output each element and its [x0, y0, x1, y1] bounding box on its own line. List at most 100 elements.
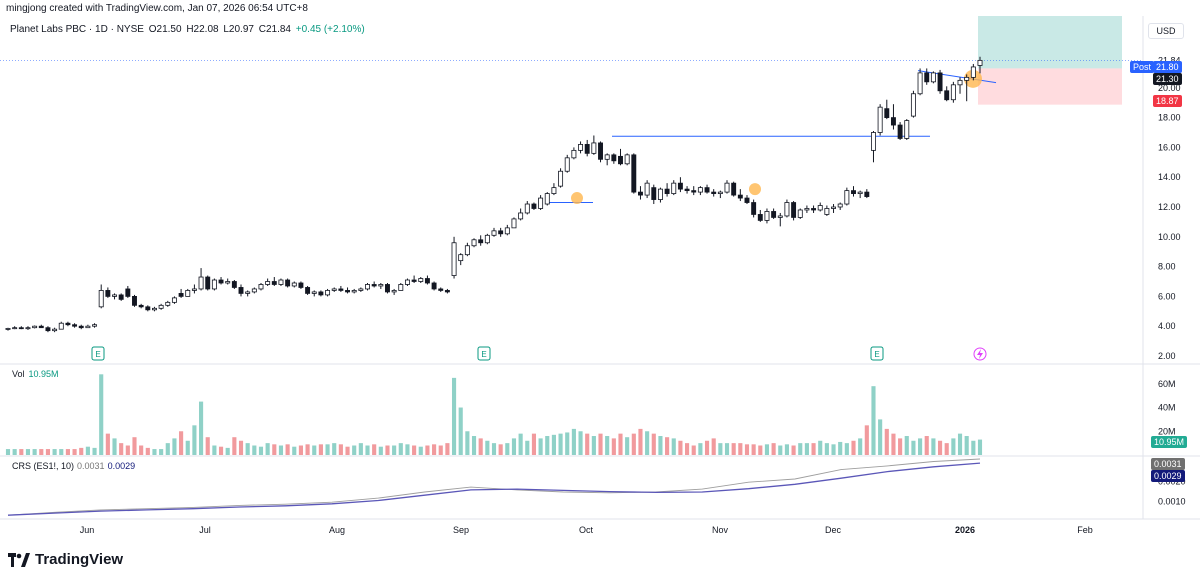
volume-bar [704, 440, 710, 455]
volume-bar [471, 436, 477, 455]
candle-body [178, 293, 184, 297]
candle-body [824, 208, 830, 215]
lightning-glyph [977, 349, 983, 359]
volume-bar [571, 428, 576, 455]
candle-body [704, 187, 710, 193]
candle-body [125, 288, 131, 297]
ohlc-close: C21.84 [258, 24, 291, 35]
candle-body [338, 288, 344, 291]
candle-body [138, 304, 144, 308]
crs-legend-value-a: 0.0031 [77, 461, 105, 471]
highlight-marker [571, 192, 583, 205]
crs-axis-tick: 0.0010 [1158, 497, 1186, 507]
volume-bar [278, 445, 284, 455]
candle-body [318, 291, 324, 296]
volume-bar [891, 433, 896, 455]
volume-bar [458, 407, 463, 455]
price-axis-tick: 2.00 [1158, 351, 1176, 361]
candle-body [12, 327, 18, 330]
volume-bar [119, 443, 124, 455]
volume-bar [418, 446, 423, 455]
candle-body [58, 322, 64, 330]
volume-bar [918, 438, 923, 455]
volume-bar [225, 447, 230, 455]
volume-bar [578, 431, 583, 455]
volume-bar [398, 443, 403, 455]
volume-bar [238, 440, 244, 455]
volume-bar [551, 434, 556, 455]
volume-bar [931, 438, 936, 455]
symbol-legend: Planet Labs PBC · 1D · NYSE O21.50 H22.0… [10, 24, 367, 35]
candle-body [531, 203, 537, 209]
candle-body [584, 144, 590, 154]
volume-bar [465, 431, 470, 455]
candle-body [411, 279, 417, 282]
volume-bar [778, 445, 783, 455]
candle-body [791, 202, 797, 218]
candle-body [191, 288, 197, 291]
post-price-tag: 21.80 [1153, 61, 1182, 73]
volume-bar [518, 433, 523, 455]
candle-body [924, 72, 930, 83]
candle-body [152, 307, 157, 311]
candle-body [564, 157, 570, 172]
volume-bar [392, 445, 397, 455]
candle-body [504, 227, 510, 235]
candle-body [92, 324, 98, 327]
position-target-zone [978, 16, 1122, 69]
candle-body [385, 284, 390, 293]
volume-bar [445, 443, 450, 455]
volume-bar [425, 445, 430, 455]
candle-body [298, 282, 304, 288]
volume-bar [451, 377, 457, 455]
candle-body [571, 149, 577, 159]
candle-body [764, 211, 770, 221]
volume-bar [298, 445, 303, 455]
volume-bar [538, 438, 543, 455]
volume-bar [585, 433, 590, 455]
candle-body [398, 284, 404, 291]
volume-bar [265, 443, 270, 455]
candle-body [471, 239, 477, 247]
volume-bar [691, 445, 696, 455]
candle-body [651, 187, 657, 200]
volume-bar [685, 443, 690, 455]
volume-bar [305, 444, 310, 455]
candle-body [5, 328, 11, 330]
volume-bar [318, 444, 323, 455]
candle-body [831, 206, 836, 209]
candle-body [638, 191, 643, 196]
candle-body [331, 288, 337, 291]
chart-header-credit: mingjong created with TradingView.com, J… [6, 3, 308, 14]
candle-body [731, 182, 737, 196]
volume-bar [212, 445, 217, 455]
candle-body [871, 132, 876, 151]
candle-body [245, 291, 251, 294]
candle-body [837, 203, 843, 208]
currency-button[interactable]: USD [1148, 23, 1184, 39]
volume-bar [964, 436, 969, 455]
candle-body [38, 325, 44, 329]
volume-bar [898, 438, 903, 455]
candle-body [231, 281, 237, 288]
volume-bar [139, 445, 144, 455]
candle-body [657, 188, 663, 200]
volume-bar [565, 432, 570, 455]
volume-bar [179, 431, 184, 455]
volume-bar [25, 449, 31, 455]
crs-tag-a: 0.0031 [1151, 458, 1185, 470]
volume-axis-tick: 20M [1158, 426, 1176, 436]
candle-body [291, 282, 297, 287]
candle-body [205, 276, 211, 290]
candle-body [444, 290, 450, 293]
candle-body [198, 276, 204, 290]
volume-label: Vol [12, 369, 25, 379]
time-axis-label: Oct [579, 525, 594, 535]
candle-body [771, 211, 777, 218]
volume-bar [531, 433, 537, 455]
volume-bar [618, 433, 623, 455]
volume-bar [977, 439, 983, 455]
tradingview-logo[interactable]: TradingView [8, 551, 123, 568]
candle-body [618, 155, 623, 165]
